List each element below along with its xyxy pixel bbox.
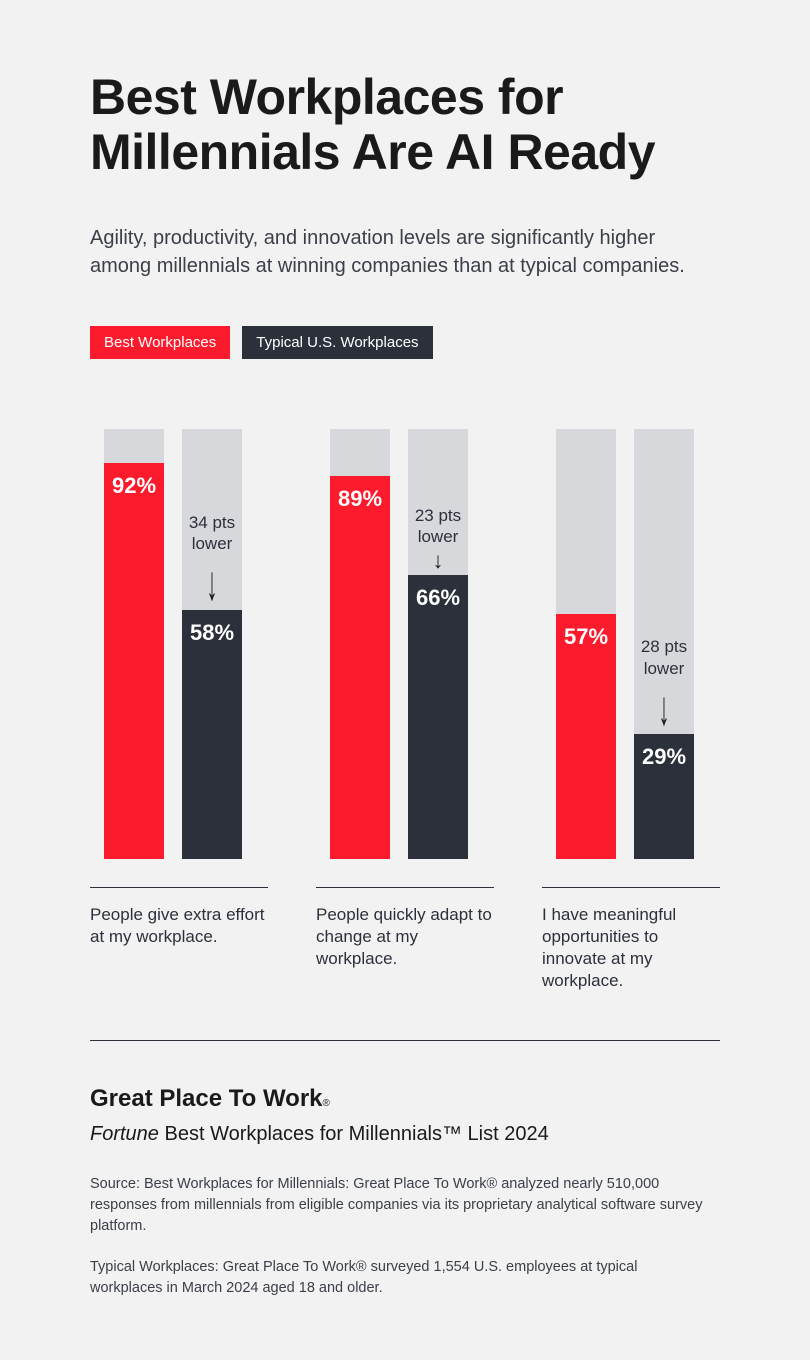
- diff-label: 28 pts lower ↓: [634, 636, 694, 725]
- diff-text: 23 pts lower: [415, 506, 461, 546]
- chart-caption: People give extra effort at my workplace…: [90, 904, 268, 948]
- bar-best-fill: 89%: [330, 476, 390, 859]
- bar-typical-value: 66%: [408, 585, 468, 611]
- bar-best-fill: 57%: [556, 614, 616, 859]
- bar-typical-fill: 29%: [634, 734, 694, 859]
- bar-typical-slot: 28 pts lower ↓ 29%: [634, 429, 694, 859]
- diff-text: 28 pts lower: [641, 637, 687, 677]
- down-arrow-icon: ↓: [182, 560, 242, 608]
- page-title: Best Workplaces for Millennials Are AI R…: [90, 70, 720, 180]
- bar-best-slot: 92%: [104, 429, 164, 859]
- bar-best-value: 89%: [330, 486, 390, 512]
- list-name: Fortune Best Workplaces for Millennials™…: [90, 1123, 720, 1146]
- registered-mark: ®: [323, 1098, 330, 1109]
- bar-typical-fill: 66%: [408, 575, 468, 859]
- bar-best-slot: 89%: [330, 429, 390, 859]
- bar-best-fill: 92%: [104, 463, 164, 859]
- bar-typical-fill: 58%: [182, 610, 242, 859]
- legend: Best Workplaces Typical U.S. Workplaces: [90, 326, 720, 359]
- diff-label: 23 pts lower ↓: [408, 505, 468, 572]
- chart-group-0: 92% 34 pts lower ↓ 58% People give extra…: [90, 429, 268, 992]
- bar-typical-value: 29%: [634, 744, 694, 770]
- bar-best-value: 92%: [104, 473, 164, 499]
- bar-best-value: 57%: [556, 624, 616, 650]
- diff-label: 34 pts lower ↓: [182, 512, 242, 601]
- chart-rule: [316, 887, 494, 888]
- chart-rule: [90, 887, 268, 888]
- brand-text: Great Place To Work: [90, 1085, 323, 1112]
- footer-divider: [90, 1040, 720, 1041]
- diff-text: 34 pts lower: [189, 513, 235, 553]
- chart-rule: [542, 887, 720, 888]
- legend-best: Best Workplaces: [90, 326, 230, 359]
- chart-caption: I have meaningful opportunities to innov…: [542, 904, 720, 992]
- down-arrow-icon: ↓: [408, 550, 468, 572]
- down-arrow-icon: ↓: [634, 685, 694, 733]
- source-note-1: Source: Best Workplaces for Millennials:…: [90, 1174, 710, 1237]
- page-subtitle: Agility, productivity, and innovation le…: [90, 224, 720, 280]
- bar-charts: 92% 34 pts lower ↓ 58% People give extra…: [90, 429, 720, 992]
- source-note-2: Typical Workplaces: Great Place To Work®…: [90, 1257, 710, 1299]
- bar-typical-slot: 23 pts lower ↓ 66%: [408, 429, 468, 859]
- bar-typical-value: 58%: [182, 620, 242, 646]
- chart-group-1: 89% 23 pts lower ↓ 66% People quickly ad…: [316, 429, 494, 992]
- chart-group-2: 57% 28 pts lower ↓ 29% I have meaningful…: [542, 429, 720, 992]
- brand-logo: Great Place To Work®: [90, 1085, 720, 1113]
- bar-typical-slot: 34 pts lower ↓ 58%: [182, 429, 242, 859]
- list-rest: Best Workplaces for Millennials™ List 20…: [159, 1123, 549, 1145]
- chart-caption: People quickly adapt to change at my wor…: [316, 904, 494, 970]
- bar-best-slot: 57%: [556, 429, 616, 859]
- list-italic: Fortune: [90, 1123, 159, 1145]
- legend-typical: Typical U.S. Workplaces: [242, 326, 432, 359]
